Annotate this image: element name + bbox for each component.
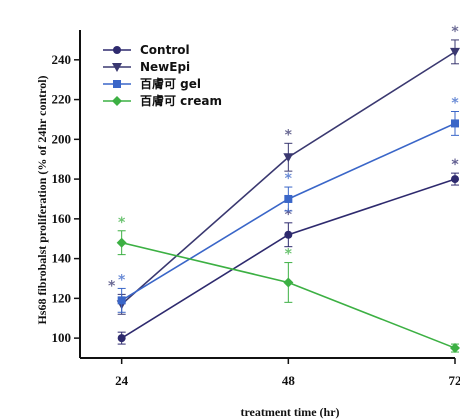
x-tick-label: 72 [449,373,460,388]
series-4: ** [116,215,460,354]
y-tick-label: 140 [52,251,72,266]
data-point [283,153,294,163]
data-point [450,343,460,354]
y-tick-label: 120 [52,290,72,305]
legend-marker [112,63,122,72]
significance-marker: * [285,247,293,263]
legend-label: 百膚可 gel [140,76,201,91]
y-axis-title: Hs68 fibrobalst proliferation (% of 24hr… [35,75,49,324]
significance-marker: * [451,96,459,112]
data-point [284,194,293,203]
x-axis-title: treatment time (hr) [240,405,339,419]
data-point [116,237,127,248]
data-point [117,334,126,343]
data-point [284,230,293,239]
y-tick-label: 220 [52,92,72,107]
data-point [450,47,460,57]
legend-item: NewEpi [103,60,190,74]
y-tick-label: 200 [52,131,72,146]
y-tick-label: 160 [52,211,72,226]
series-3: * * * [117,96,459,313]
significance-marker: * [285,127,293,143]
y-tick-label: 240 [52,52,72,67]
legend-item: 百膚可 cream [103,93,222,108]
legend-marker [113,46,121,54]
legend: Control NewEpi 百膚可 gel 百膚可 cream [103,43,222,108]
legend-label: 百膚可 cream [140,93,222,108]
legend-marker [113,80,121,88]
legend-item: Control [103,43,190,57]
data-point [451,175,459,184]
legend-marker [112,96,122,106]
significance-marker: * [108,278,116,294]
y-tick-label: 100 [52,330,72,345]
legend-label: Control [140,43,190,57]
significance-marker: * [118,272,126,288]
data-point [451,119,459,128]
y-tick-label: 180 [52,171,72,186]
significance-marker: * [118,215,126,231]
data-point [117,296,126,305]
data-point [283,277,294,288]
significance-marker: * [285,207,293,223]
significance-marker: * [451,157,459,173]
significance-marker: * [285,171,293,187]
axes: 100 120 140 160 180 200 220 240 24 48 72 [52,30,460,388]
legend-item: 百膚可 gel [103,76,201,91]
series-1: ** [117,157,459,345]
significance-marker: * [451,24,459,40]
x-tick-label: 48 [282,373,296,388]
legend-label: NewEpi [140,60,190,74]
x-tick-label: 24 [115,373,129,388]
series-layer: ********** [108,24,460,354]
